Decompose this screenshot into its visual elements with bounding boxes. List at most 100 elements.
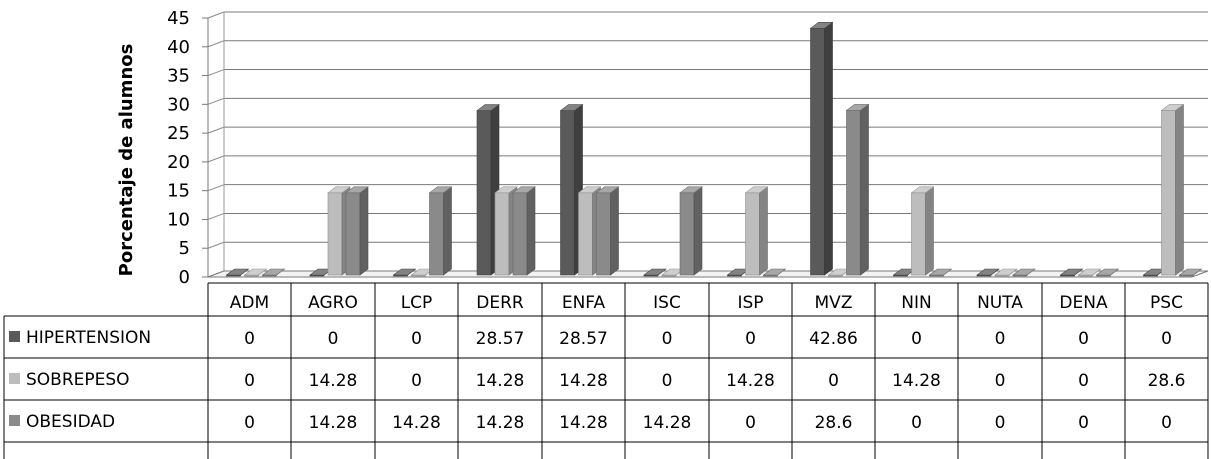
data-label: 28.57 [559, 329, 608, 349]
data-label: 14.28 [643, 413, 692, 433]
data-label: 0 [828, 371, 839, 391]
category-label: MVZ [815, 293, 853, 313]
category-label: DERR [476, 293, 524, 313]
bar-obesidad-dena [1095, 268, 1120, 277]
bar-obesidad-isp [762, 268, 787, 277]
data-label: 0 [1161, 413, 1172, 433]
data-label: 28.57 [476, 329, 525, 349]
bar-hipertension-nin [892, 268, 917, 277]
data-label: 28.6 [1148, 371, 1186, 391]
legend-label-hipertension: HIPERTENSION [26, 328, 151, 348]
data-label: 0 [1161, 329, 1172, 349]
data-label: 14.28 [476, 371, 525, 391]
data-label: 14.28 [726, 371, 775, 391]
data-label: 14.28 [559, 413, 608, 433]
category-label: ISP [737, 293, 763, 313]
data-label: 0 [995, 371, 1006, 391]
bar-hipertension-nuta [976, 268, 1000, 277]
gridline-side [207, 69, 225, 77]
legend-key-obesidad [9, 415, 20, 426]
data-label: 0 [1078, 413, 1089, 433]
data-label: 14.28 [392, 413, 441, 433]
category-label: PSC [1150, 293, 1183, 313]
bar-obesidad-adm [261, 268, 286, 277]
bar-hipertension-lcp [392, 268, 417, 277]
bar-sobrepeso-isp [744, 186, 769, 276]
data-label: 0 [911, 413, 922, 433]
data-label: 14.28 [309, 413, 358, 433]
gridline-side [207, 184, 225, 192]
bar-sobrepeso-adm [243, 268, 268, 277]
legend-key-sobrepeso [9, 373, 20, 384]
bar-hipertension-isc [643, 268, 667, 277]
data-label: 14.28 [476, 413, 525, 433]
y-tick-label: 20 [167, 152, 190, 173]
y-tick-label: 25 [167, 123, 190, 144]
bar-obesidad-nuta [1012, 268, 1036, 277]
bar-sobrepeso-psc [1160, 103, 1185, 276]
bar-sobrepeso-nin [910, 186, 935, 276]
category-label: ENFA [562, 293, 606, 313]
data-label: 0 [745, 329, 756, 349]
bar-hipertension-enfa [559, 103, 584, 276]
data-label: 0 [995, 413, 1006, 433]
data-label: 14.28 [892, 371, 941, 391]
bar-hipertension-dena [1059, 268, 1084, 277]
bar-obesidad-mvz [845, 103, 870, 276]
data-label: 0 [662, 329, 673, 349]
category-label: ISC [653, 293, 681, 313]
y-axis-title: Porcentaje de alumnos [116, 44, 137, 277]
gridline-side [207, 11, 225, 19]
data-label: 42.86 [809, 329, 858, 349]
bar-obesidad-isc [679, 186, 703, 276]
bar-hipertension-adm [225, 268, 250, 277]
category-label: NUTA [977, 293, 1023, 313]
gridline-side [207, 126, 225, 134]
legend-key-hipertension [9, 331, 20, 342]
category-label: LCP [401, 293, 433, 313]
bar-sobrepeso-nuta [994, 268, 1018, 277]
chart-floor [207, 270, 1209, 278]
data-label: 0 [995, 329, 1006, 349]
gridline-side [207, 241, 225, 249]
gridline-side [207, 155, 225, 163]
category-label: NIN [901, 293, 931, 313]
gridline-side [207, 40, 225, 48]
legend-label-obesidad: OBESIDAD [26, 412, 115, 432]
bar-hipertension-mvz [809, 21, 834, 276]
category-label: DENA [1059, 293, 1108, 313]
data-label: 0 [411, 371, 422, 391]
bar-obesidad-nin [928, 268, 953, 277]
y-tick-label: 15 [167, 181, 190, 202]
data-label: 28.6 [815, 413, 853, 433]
y-tick-label: 5 [179, 238, 190, 259]
gridline-side [207, 97, 225, 105]
y-tick-label: 40 [167, 37, 190, 58]
data-label: 0 [244, 371, 255, 391]
data-label: 0 [328, 329, 339, 349]
y-tick-label: 0 [179, 267, 190, 288]
bar-obesidad-derr [512, 186, 536, 276]
bar-sobrepeso-lcp [410, 268, 435, 277]
bar-obesidad-lcp [428, 186, 453, 276]
data-label: 14.28 [559, 371, 608, 391]
y-tick-label: 30 [167, 94, 190, 115]
y-tick-label: 10 [167, 209, 190, 230]
data-label: 0 [745, 413, 756, 433]
data-label: 0 [244, 329, 255, 349]
category-label: ADM [230, 293, 269, 313]
y-tick-label: 35 [167, 66, 190, 87]
data-label: 0 [911, 329, 922, 349]
bar-obesidad-psc [1178, 268, 1203, 277]
data-label: 0 [662, 371, 673, 391]
data-label: 0 [411, 329, 422, 349]
data-label: 14.28 [309, 371, 358, 391]
legend-label-sobrepeso: SOBREPESO [26, 370, 130, 390]
category-label: AGRO [308, 293, 358, 313]
data-label: 0 [1078, 371, 1089, 391]
y-tick-label: 45 [167, 8, 190, 29]
bar-sobrepeso-dena [1077, 268, 1102, 277]
bar-obesidad-agro [345, 186, 369, 276]
